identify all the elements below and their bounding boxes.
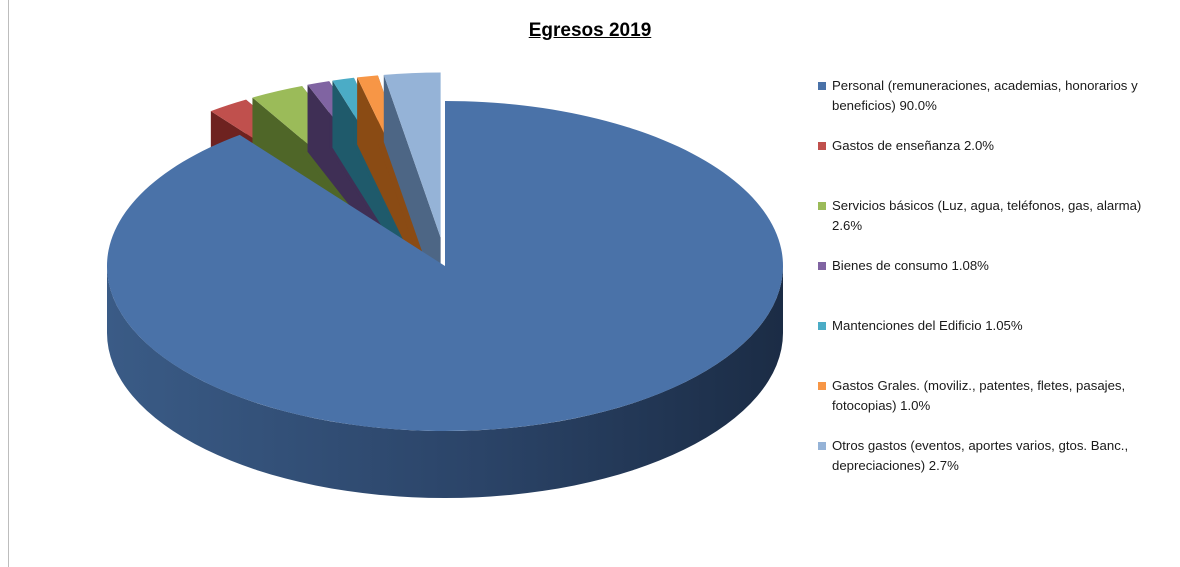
legend-swatch xyxy=(818,142,826,150)
chart-title: Egresos 2019 xyxy=(528,20,652,41)
legend-swatch xyxy=(818,202,826,210)
legend-item: Gastos Grales. (moviliz., patentes, flet… xyxy=(818,376,1173,416)
legend-item: Gastos de enseñanza 2.0% xyxy=(818,136,1173,156)
legend-label: Servicios básicos (Luz, agua, teléfonos,… xyxy=(832,198,1142,233)
legend-label: Gastos Grales. (moviliz., patentes, flet… xyxy=(832,378,1126,413)
legend-label: Gastos de enseñanza 2.0% xyxy=(832,138,995,153)
legend-swatch xyxy=(818,262,826,270)
pie-slice-6 xyxy=(383,72,441,305)
legend-swatch xyxy=(818,322,826,330)
legend-label: Mantenciones del Edificio 1.05% xyxy=(832,318,1023,333)
legend-item: Otros gastos (eventos, aportes varios, g… xyxy=(818,436,1173,476)
legend-item: Servicios básicos (Luz, agua, teléfonos,… xyxy=(818,196,1173,236)
legend-swatch xyxy=(818,442,826,450)
legend-item: Bienes de consumo 1.08% xyxy=(818,256,1173,276)
legend-label: Personal (remuneraciones, academias, hon… xyxy=(832,78,1138,113)
legend-swatch xyxy=(818,382,826,390)
legend-item: Personal (remuneraciones, academias, hon… xyxy=(818,76,1173,116)
legend-swatch xyxy=(818,82,826,90)
legend-label: Otros gastos (eventos, aportes varios, g… xyxy=(832,438,1129,473)
legend-item: Mantenciones del Edificio 1.05% xyxy=(818,316,1173,336)
legend-label: Bienes de consumo 1.08% xyxy=(832,258,989,273)
chart-frame-border xyxy=(8,0,9,567)
pie-slice-0 xyxy=(107,101,784,498)
